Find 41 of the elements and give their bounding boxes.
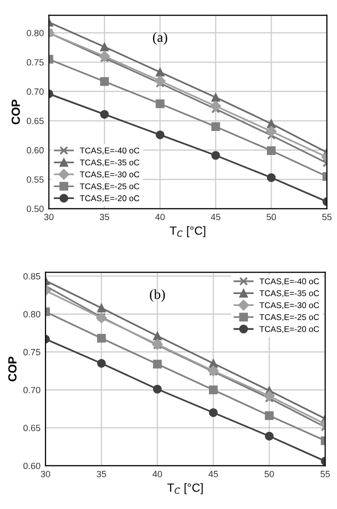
legend-label: TCAS,E=-25 oC xyxy=(80,183,140,190)
y-tick-label: 0.75 xyxy=(23,348,40,356)
y-tick-label: 0.80 xyxy=(26,30,44,36)
legend-label: TCAS,E=-25 oC xyxy=(260,314,320,322)
x-tick-label: 30 xyxy=(44,214,54,220)
x-axis-title: T$_{C}$ [°C] xyxy=(170,226,206,238)
annotation: (b) xyxy=(150,289,165,302)
y-tick-label: 0.60 xyxy=(26,147,44,154)
y-tick-label: 0.65 xyxy=(26,118,44,124)
x-tick-label: 35 xyxy=(100,214,110,220)
x-tick-label: 35 xyxy=(96,470,106,478)
legend-label: TCAS,E=-30 oC xyxy=(260,302,320,310)
y-tick-label: 0.80 xyxy=(23,311,40,318)
y-axis-title: COP xyxy=(8,356,17,382)
x-tick-label: 40 xyxy=(152,470,162,478)
x-tick-label: 50 xyxy=(264,470,274,478)
x-tick-label: 55 xyxy=(322,214,332,220)
y-tick-label: 0.85 xyxy=(23,273,40,280)
legend-label: TCAS,E=-20 oC xyxy=(260,326,320,333)
legend-label: TCAS,E=-35 oC xyxy=(80,160,140,166)
legend-label: TCAS,E=-40 oC xyxy=(80,148,140,154)
y-tick-label: 0.65 xyxy=(23,424,40,432)
y-tick-label: 0.75 xyxy=(26,59,44,66)
x-tick-label: 55 xyxy=(320,470,330,478)
annotation: (a) xyxy=(152,32,168,45)
y-axis-title: COP xyxy=(12,100,20,124)
x-tick-label: 45 xyxy=(210,214,220,220)
x-tick-label: 45 xyxy=(208,470,218,478)
x-tick-label: 40 xyxy=(155,214,165,220)
y-tick-label: 0.70 xyxy=(23,386,40,394)
legend-label: TCAS,E=-20 oC xyxy=(80,195,140,202)
y-tick-label: 0.70 xyxy=(26,88,44,95)
x-tick-label: 30 xyxy=(40,470,50,478)
y-tick-label: 0.55 xyxy=(26,176,44,183)
legend-label: TCAS,E=-35 oC xyxy=(260,290,320,298)
x-axis-title: T$_{C}$ [°C] xyxy=(167,483,203,494)
legend-label: TCAS,E=-40 oC xyxy=(260,278,320,286)
x-tick-label: 50 xyxy=(266,214,276,220)
y-tick-label: 0.50 xyxy=(26,206,44,212)
legend-label: TCAS,E=-30 oC xyxy=(80,171,140,178)
y-tick-label: 0.60 xyxy=(23,462,40,470)
